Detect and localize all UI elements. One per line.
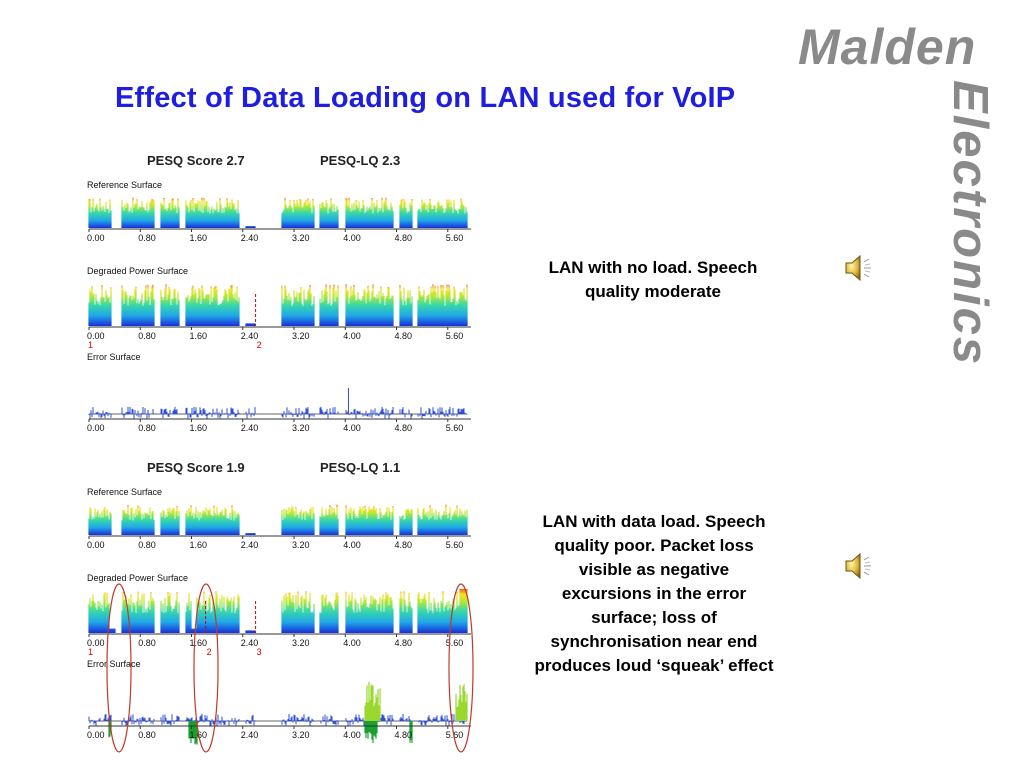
pesq-panel-data-load: PESQ Score 1.9 PESQ-LQ 1.1 Reference Sur… bbox=[82, 457, 482, 747]
axis-tick-label: 4.00 bbox=[343, 730, 361, 740]
axis-tick-label: 3.20 bbox=[292, 638, 310, 648]
axis-tick-label: 1.60 bbox=[190, 331, 208, 341]
error-surface-plot: 0.00 0.80 1.60 2.40 3.20 4.00 4.80 5.60 bbox=[87, 669, 477, 747]
pesq-lq-score: PESQ-LQ 1.1 bbox=[320, 460, 401, 475]
reference-surface-plot: 0.00 0.80 1.60 2.40 3.20 4.00 4.80 5.60 bbox=[87, 190, 477, 250]
reference-surface-svg: 0.00 0.80 1.60 2.40 3.20 4.00 4.80 5.60 bbox=[87, 504, 471, 550]
marker-label: 1 bbox=[88, 647, 93, 655]
axis-tick-label: 5.60 bbox=[446, 730, 464, 740]
degraded-surface-label: Degraded Power Surface bbox=[87, 266, 189, 276]
axis-tick-label: 0.00 bbox=[87, 423, 105, 433]
logo-electronics: Electronics bbox=[943, 80, 997, 367]
axis-tick-label: 1.60 bbox=[190, 423, 208, 433]
axis-tick-label: 2.40 bbox=[241, 233, 259, 243]
axis-tick-label: 3.20 bbox=[292, 423, 310, 433]
axis-tick-label: 0.00 bbox=[87, 638, 105, 648]
reference-surface-svg: 0.00 0.80 1.60 2.40 3.20 4.00 4.80 5.60 bbox=[87, 197, 471, 243]
axis-tick-label: 3.20 bbox=[292, 331, 310, 341]
axis-tick-label: 0.00 bbox=[87, 730, 105, 740]
axis-tick-label: 2.40 bbox=[241, 331, 259, 341]
axis-tick-label: 0.80 bbox=[138, 540, 156, 550]
axis-tick-label: 2.40 bbox=[241, 540, 259, 550]
axis-tick-label: 5.60 bbox=[446, 233, 464, 243]
axis-tick-label: 1.60 bbox=[190, 730, 208, 740]
axis-tick-label: 4.80 bbox=[395, 423, 413, 433]
error-surface-label: Error Surface bbox=[87, 659, 141, 669]
axis-tick-label: 2.40 bbox=[241, 638, 259, 648]
axis-tick-label: 0.00 bbox=[87, 540, 105, 550]
degraded-surface-svg: 0.00 0.80 1.60 2.40 3.20 4.00 4.80 5.60 1 2 3 bbox=[87, 589, 471, 655]
score-row: PESQ Score 2.7 PESQ-LQ 2.3 bbox=[82, 150, 482, 172]
reference-surface-plot: 0.00 0.80 1.60 2.40 3.20 4.00 4.80 5.60 bbox=[87, 497, 477, 557]
degraded-surface-label: Degraded Power Surface bbox=[87, 573, 189, 583]
axis-tick-label: 5.60 bbox=[446, 331, 464, 341]
axis-tick-label: 4.80 bbox=[395, 638, 413, 648]
degraded-surface-plot: 0.00 0.80 1.60 2.40 3.20 4.00 4.80 5.60 1 2 3 bbox=[87, 583, 477, 655]
score-row: PESQ Score 1.9 PESQ-LQ 1.1 bbox=[82, 457, 482, 479]
axis-tick-label: 0.00 bbox=[87, 233, 105, 243]
axis-tick-label: 2.40 bbox=[241, 730, 259, 740]
speaker-icon[interactable] bbox=[843, 251, 875, 285]
pesq-lq-score: PESQ-LQ 2.3 bbox=[320, 153, 401, 168]
axis-tick-label: 4.00 bbox=[343, 331, 361, 341]
error-surface-plot: 0.00 0.80 1.60 2.40 3.20 4.00 4.80 5.60 bbox=[87, 362, 477, 440]
error-surface-label: Error Surface bbox=[87, 352, 141, 362]
speaker-icon[interactable] bbox=[843, 549, 875, 583]
axis-tick-label: 3.20 bbox=[292, 730, 310, 740]
axis-tick-label: 1.60 bbox=[190, 233, 208, 243]
marker-label: 2 bbox=[207, 647, 212, 655]
reference-surface-label: Reference Surface bbox=[87, 487, 163, 497]
error-surface-svg: 0.00 0.80 1.60 2.40 3.20 4.00 4.80 5.60 bbox=[87, 681, 471, 745]
axis-tick-label: 4.00 bbox=[343, 638, 361, 648]
pesq-score: PESQ Score 2.7 bbox=[147, 153, 245, 168]
axis-tick-label: 4.80 bbox=[395, 331, 413, 341]
axis-tick-label: 1.60 bbox=[190, 638, 208, 648]
axis-tick-label: 4.00 bbox=[343, 233, 361, 243]
axis-tick-label: 3.20 bbox=[292, 540, 310, 550]
logo-malden: Malden bbox=[798, 19, 977, 75]
caption-no-load: LAN with no load. Speech quality moderat… bbox=[548, 258, 758, 301]
marker-label: 3 bbox=[257, 647, 262, 655]
axis-tick-label: 0.00 bbox=[87, 331, 105, 341]
slide-title: Effect of Data Loading on LAN used for V… bbox=[115, 82, 736, 114]
marker-label: 1 bbox=[88, 340, 93, 348]
axis-tick-label: 5.60 bbox=[446, 423, 464, 433]
axis-tick-label: 0.80 bbox=[138, 233, 156, 243]
error-surface-svg: 0.00 0.80 1.60 2.40 3.20 4.00 4.80 5.60 bbox=[87, 388, 471, 433]
axis-tick-label: 3.20 bbox=[292, 233, 310, 243]
axis-tick-label: 5.60 bbox=[446, 540, 464, 550]
degraded-surface-plot: 0.00 0.80 1.60 2.40 3.20 4.00 4.80 5.60 1 2 bbox=[87, 276, 477, 348]
axis-tick-label: 1.60 bbox=[190, 540, 208, 550]
axis-tick-label: 5.60 bbox=[446, 638, 464, 648]
degraded-surface-svg: 0.00 0.80 1.60 2.40 3.20 4.00 4.80 5.60 1 2 bbox=[87, 284, 471, 348]
reference-surface-label: Reference Surface bbox=[87, 180, 163, 190]
pesq-panel-no-load: PESQ Score 2.7 PESQ-LQ 2.3 Reference Sur… bbox=[82, 150, 482, 440]
axis-tick-label: 4.80 bbox=[395, 540, 413, 550]
marker-label: 2 bbox=[257, 340, 262, 348]
axis-tick-label: 4.80 bbox=[395, 730, 413, 740]
axis-tick-label: 4.00 bbox=[343, 423, 361, 433]
axis-tick-label: 4.80 bbox=[395, 233, 413, 243]
axis-tick-label: 4.00 bbox=[343, 540, 361, 550]
axis-tick-label: 0.80 bbox=[138, 423, 156, 433]
axis-tick-label: 0.80 bbox=[138, 638, 156, 648]
caption-data-load: LAN with data load. Speech quality poor.… bbox=[534, 512, 774, 675]
axis-tick-label: 0.80 bbox=[138, 730, 156, 740]
axis-tick-label: 2.40 bbox=[241, 423, 259, 433]
axis-tick-label: 0.80 bbox=[138, 331, 156, 341]
pesq-score: PESQ Score 1.9 bbox=[147, 460, 245, 475]
